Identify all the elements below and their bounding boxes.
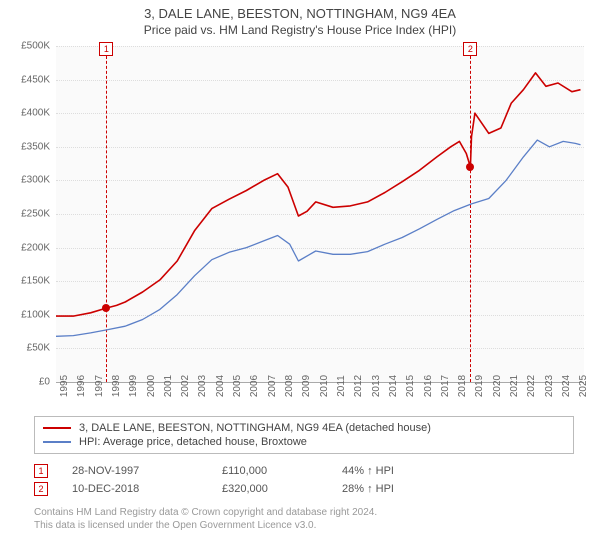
sales-price-2: £320,000 bbox=[222, 483, 342, 495]
legend-swatch-hpi bbox=[43, 441, 71, 443]
chart-plot-area: £0£50K£100K£150K£200K£250K£300K£350K£400… bbox=[56, 46, 584, 382]
legend-swatch-property bbox=[43, 427, 71, 429]
chart-container: { "title": "3, DALE LANE, BEESTON, NOTTI… bbox=[0, 0, 600, 560]
sales-row: 1 28-NOV-1997 £110,000 44% ↑ HPI bbox=[34, 462, 574, 480]
sales-price-1: £110,000 bbox=[222, 465, 342, 477]
y-tick-label: £50K bbox=[2, 343, 50, 354]
legend-label-hpi: HPI: Average price, detached house, Brox… bbox=[79, 436, 307, 448]
y-tick-label: £500K bbox=[2, 41, 50, 52]
y-tick-label: £300K bbox=[2, 175, 50, 186]
sale-marker-box: 1 bbox=[99, 42, 113, 56]
y-tick-label: £400K bbox=[2, 108, 50, 119]
footer-attribution: Contains HM Land Registry data © Crown c… bbox=[34, 506, 574, 532]
y-tick-label: £0 bbox=[2, 377, 50, 388]
chart-subtitle: Price paid vs. HM Land Registry's House … bbox=[0, 21, 600, 37]
legend-item-hpi: HPI: Average price, detached house, Brox… bbox=[43, 435, 565, 449]
series-line-hpi bbox=[56, 140, 581, 336]
chart-title: 3, DALE LANE, BEESTON, NOTTINGHAM, NG9 4… bbox=[0, 0, 600, 21]
sales-date-1: 28-NOV-1997 bbox=[72, 465, 222, 477]
sale-marker-box: 2 bbox=[463, 42, 477, 56]
y-tick-label: £350K bbox=[2, 141, 50, 152]
y-tick-label: £150K bbox=[2, 276, 50, 287]
y-tick-label: £450K bbox=[2, 74, 50, 85]
footer-line1: Contains HM Land Registry data © Crown c… bbox=[34, 506, 574, 519]
sales-pct-2: 28% ↑ HPI bbox=[342, 483, 462, 495]
sales-row: 2 10-DEC-2018 £320,000 28% ↑ HPI bbox=[34, 480, 574, 498]
y-tick-label: £200K bbox=[2, 242, 50, 253]
y-tick-label: £250K bbox=[2, 209, 50, 220]
sale-dot bbox=[102, 304, 110, 312]
sale-dot bbox=[466, 163, 474, 171]
legend-item-property: 3, DALE LANE, BEESTON, NOTTINGHAM, NG9 4… bbox=[43, 421, 565, 435]
sales-table: 1 28-NOV-1997 £110,000 44% ↑ HPI 2 10-DE… bbox=[34, 462, 574, 498]
chart-svg bbox=[56, 46, 584, 382]
sales-date-2: 10-DEC-2018 bbox=[72, 483, 222, 495]
chart-below-area: 3, DALE LANE, BEESTON, NOTTINGHAM, NG9 4… bbox=[34, 416, 574, 532]
legend-box: 3, DALE LANE, BEESTON, NOTTINGHAM, NG9 4… bbox=[34, 416, 574, 454]
footer-line2: This data is licensed under the Open Gov… bbox=[34, 519, 574, 532]
sales-idx-1: 1 bbox=[34, 464, 48, 478]
series-line-property bbox=[56, 73, 581, 316]
sales-idx-2: 2 bbox=[34, 482, 48, 496]
legend-label-property: 3, DALE LANE, BEESTON, NOTTINGHAM, NG9 4… bbox=[79, 422, 431, 434]
sales-pct-1: 44% ↑ HPI bbox=[342, 465, 462, 477]
y-tick-label: £100K bbox=[2, 309, 50, 320]
